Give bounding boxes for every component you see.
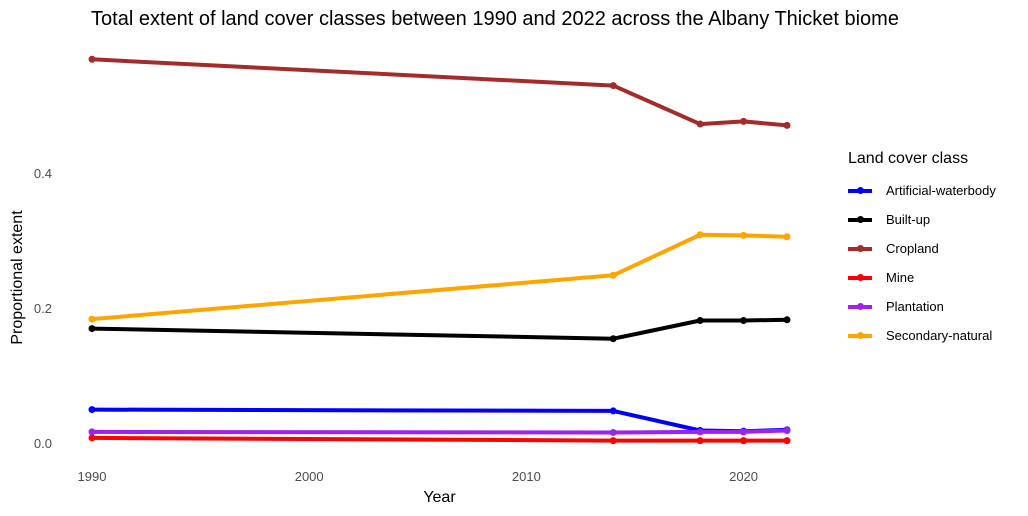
data-point	[740, 316, 748, 324]
data-point	[696, 437, 704, 445]
data-point	[696, 316, 704, 324]
series-built-up	[88, 316, 791, 343]
data-point	[88, 428, 96, 436]
legend-label: Cropland	[886, 241, 939, 256]
legend-key	[848, 270, 872, 286]
legend-key	[848, 241, 872, 257]
data-point	[783, 233, 791, 241]
x-tick-label: 2010	[512, 469, 541, 484]
data-point	[609, 335, 617, 343]
data-point	[88, 434, 96, 442]
legend-label: Built-up	[886, 212, 931, 227]
legend-label: Plantation	[886, 299, 944, 314]
data-point	[783, 437, 791, 445]
y-axis-title: Proportional extent	[9, 210, 26, 345]
series-secondary-natural	[88, 231, 791, 323]
series-line	[91, 435, 787, 443]
legend-item: Built-up	[848, 205, 996, 234]
x-tick-label: 2020	[729, 469, 758, 484]
x-tick-label: 2000	[295, 469, 324, 484]
data-point	[609, 407, 617, 415]
data-point	[783, 316, 791, 324]
data-point	[696, 428, 704, 436]
legend-item: Artificial-waterbody	[848, 176, 996, 205]
legend-item: Cropland	[848, 234, 996, 263]
data-point	[88, 315, 96, 323]
series-line	[91, 428, 788, 435]
legend-key	[848, 212, 872, 228]
legend-label: Secondary-natural	[886, 328, 993, 343]
legend-label: Mine	[886, 270, 915, 285]
legend-items: Artificial-waterbody Built-up Cropland Mine…	[848, 176, 996, 350]
legend-item: Plantation	[848, 292, 996, 321]
x-axis-ticks: 1990 2000 2010 2020	[78, 469, 758, 484]
chart-title: Total extent of land cover classes betwe…	[91, 8, 899, 30]
series-cropland	[88, 55, 791, 129]
data-point	[696, 231, 704, 239]
legend-label: Artificial-waterbody	[886, 183, 996, 198]
data-point	[740, 437, 748, 445]
series-line	[91, 232, 788, 322]
legend-key	[848, 328, 872, 344]
data-point	[609, 437, 617, 445]
legend-key	[848, 183, 872, 199]
legend-item: Mine	[848, 263, 996, 292]
data-point	[740, 428, 748, 436]
legend-item: Secondary-natural	[848, 321, 996, 350]
y-tick-label: 0.4	[34, 166, 52, 181]
data-point	[88, 325, 96, 333]
series-line	[91, 317, 788, 341]
series-plantation	[88, 427, 791, 437]
y-axis-ticks: 0.0 0.2 0.4	[34, 166, 52, 451]
data-point	[740, 117, 748, 125]
data-point	[740, 231, 748, 239]
x-tick-label: 1990	[78, 469, 107, 484]
data-point	[88, 406, 96, 414]
x-axis-title: Year	[423, 489, 456, 506]
data-point	[783, 121, 791, 129]
data-point	[609, 82, 617, 90]
y-tick-label: 0.0	[34, 436, 52, 451]
series-line	[91, 407, 788, 434]
series-layer	[88, 55, 791, 445]
y-tick-label: 0.2	[34, 301, 52, 316]
legend-key	[848, 299, 872, 315]
series-mine	[88, 434, 791, 445]
legend: Land cover class Artificial-waterbody Bui…	[848, 150, 996, 350]
legend-title: Land cover class	[848, 150, 969, 167]
data-point	[609, 271, 617, 279]
series-line	[91, 57, 788, 128]
data-point	[609, 429, 617, 437]
data-point	[88, 55, 96, 63]
data-point	[783, 427, 791, 434]
data-point	[696, 120, 704, 128]
